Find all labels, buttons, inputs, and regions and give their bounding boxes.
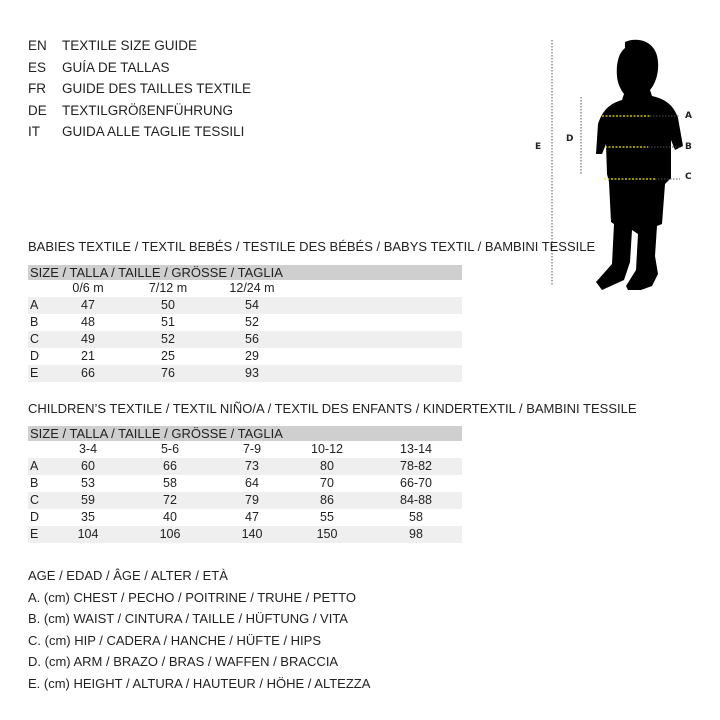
column-header-row: 3-4 5-6 7-9 10-12 13-14: [28, 441, 462, 458]
row-label: B: [30, 315, 39, 329]
table-cell: 76: [161, 366, 175, 380]
table-cell: 58: [409, 510, 423, 524]
legend-item: A. (cm) CHEST / PECHO / POITRINE / TRUHE…: [28, 589, 356, 605]
table-cell: 140: [241, 527, 263, 541]
table-cell: 70: [320, 476, 334, 490]
row-label: B: [30, 476, 39, 490]
table-row: C 59 72 79 86 84-88: [28, 492, 462, 509]
column-header: 7-9: [242, 442, 262, 456]
table-cell: 55: [320, 510, 334, 524]
table-cell: 52: [161, 332, 175, 346]
guide-title: GUIDE DES TAILLES TEXTILE: [62, 81, 252, 96]
table-row: D 21 25 29: [28, 348, 462, 365]
children-section-title: CHILDREN’S TEXTILE / TEXTIL NIÑO/A / TEX…: [28, 401, 637, 416]
label-c: C: [685, 172, 692, 182]
table-cell: 59: [81, 493, 95, 507]
table-cell: 54: [245, 298, 259, 312]
column-header: 13-14: [400, 442, 432, 456]
babies-section-title: BABIES TEXTILE / TEXTIL BEBÉS / TESTILE …: [28, 239, 596, 254]
row-label: C: [30, 332, 40, 346]
table-cell: 60: [81, 459, 95, 473]
table-cell: 98: [409, 527, 423, 541]
legend-item: D. (cm) ARM / BRAZO / BRAS / WAFFEN / BR…: [28, 654, 339, 669]
table-cell: 106: [159, 527, 181, 541]
guide-title: TEXTILGRÖßENFÜHRUNG: [62, 102, 234, 118]
table-cell: 47: [245, 510, 259, 524]
table-cell: 64: [245, 476, 259, 490]
table-cell: 50: [161, 298, 175, 312]
legend-item: C. (cm) HIP / CADERA / HANCHE / HÜFTE / …: [28, 632, 322, 648]
size-header: SIZE / TALLA / TAILLE / GRÖSSE / TAGLIA: [28, 265, 462, 280]
table-cell: 56: [245, 332, 259, 346]
table-cell: 21: [81, 349, 95, 363]
lang-code: DE: [28, 102, 47, 118]
label-e: E: [535, 142, 542, 152]
table-cell: 84-88: [400, 493, 432, 507]
child-silhouette-figure: [551, 39, 683, 290]
table-cell: 150: [316, 527, 338, 541]
table-row: E 66 76 93: [28, 365, 462, 382]
guide-title: TEXTILE SIZE GUIDE: [62, 38, 198, 53]
legend-item: E. (cm) HEIGHT / ALTURA / HAUTEUR / HÖHE…: [28, 675, 371, 691]
table-cell: 52: [245, 315, 259, 329]
table-row: D 35 40 47 55 58: [28, 509, 462, 526]
table-cell: 72: [163, 493, 177, 507]
row-label: C: [30, 493, 40, 507]
table-cell: 80: [320, 459, 334, 473]
table-cell: 51: [161, 315, 175, 329]
table-row: B 48 51 52: [28, 314, 462, 331]
legend-item: AGE / EDAD / ÂGE / ALTER / ETÀ: [28, 568, 228, 583]
table-cell: 104: [77, 527, 99, 541]
table-cell: 35: [81, 510, 95, 524]
column-header: 10-12: [311, 442, 343, 456]
guide-title: GUIDA ALLE TAGLIE TESSILI: [62, 124, 245, 139]
column-header: 7/12 m: [148, 281, 188, 295]
table-row: E 104 106 140 150 98: [28, 526, 462, 543]
column-header: 5-6: [160, 442, 180, 456]
row-label: A: [30, 298, 39, 312]
column-header: 3-4: [78, 442, 98, 456]
table-cell: 73: [245, 459, 259, 473]
guide-title: GUÍA DE TALLAS: [62, 59, 170, 75]
column-header-row: 0/6 m 7/12 m 12/24 m: [28, 280, 462, 297]
table-cell: 66: [81, 366, 95, 380]
lang-code: EN: [28, 38, 47, 53]
lang-code: IT: [28, 124, 40, 139]
table-cell: 66-70: [400, 476, 432, 490]
table-row: C 49 52 56: [28, 331, 462, 348]
row-label: E: [30, 527, 39, 541]
table-cell: 66: [163, 459, 177, 473]
child-silhouette-icon: [596, 39, 683, 290]
label-b: B: [685, 142, 692, 152]
table-cell: 25: [161, 349, 175, 363]
column-header: 0/6 m: [72, 281, 104, 295]
row-label: D: [30, 349, 40, 363]
column-header: 12/24 m: [229, 281, 275, 295]
row-label: A: [30, 459, 39, 473]
row-label: E: [30, 366, 39, 380]
table-cell: 79: [245, 493, 259, 507]
table-cell: 93: [245, 366, 259, 380]
table-cell: 53: [81, 476, 95, 490]
table-row: B 53 58 64 70 66-70: [28, 475, 462, 492]
lang-code: ES: [28, 59, 47, 75]
table-cell: 49: [81, 332, 95, 346]
table-cell: 86: [320, 493, 334, 507]
table-cell: 40: [163, 510, 177, 524]
label-a: A: [685, 111, 692, 121]
table-cell: 47: [81, 298, 95, 312]
lang-code: FR: [28, 81, 46, 96]
table-cell: 29: [245, 349, 259, 363]
table-cell: 48: [81, 315, 95, 329]
label-d: D: [566, 134, 574, 144]
table-row: A 47 50 54: [28, 297, 462, 314]
size-header: SIZE / TALLA / TAILLE / GRÖSSE / TAGLIA: [28, 426, 462, 441]
table-cell: 78-82: [400, 459, 432, 473]
legend-item: B. (cm) WAIST / CINTURA / TAILLE / HÜFTU…: [28, 611, 348, 626]
row-label: D: [30, 510, 40, 524]
table-cell: 58: [163, 476, 177, 490]
table-row: A 60 66 73 80 78-82: [28, 458, 462, 475]
